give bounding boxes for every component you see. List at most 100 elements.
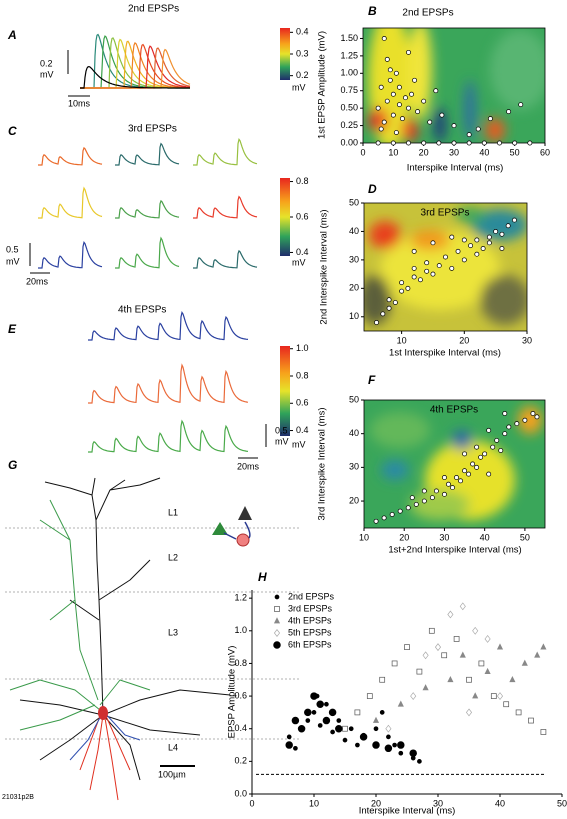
y-axis-label: 3rd Interspike Interval (ms) [317, 408, 328, 521]
point [311, 710, 317, 715]
point [486, 471, 492, 477]
point [372, 741, 380, 749]
y-tick-label: 40 [349, 226, 359, 236]
point [436, 140, 442, 146]
heatmap [364, 400, 545, 528]
y-tick-label: 30 [349, 462, 359, 472]
y-tick-label: 20 [349, 495, 359, 505]
neuron [9, 477, 231, 801]
cell-id: 21031p2B [2, 794, 34, 801]
x-tick-label: 10 [359, 532, 369, 542]
colorbar-tick-label: 0.4 [296, 247, 309, 257]
colorbar [280, 28, 290, 80]
trace [193, 249, 258, 269]
x-tick-label: 20 [419, 147, 429, 157]
trace [80, 37, 190, 89]
point [366, 693, 373, 699]
point [422, 651, 429, 660]
point [428, 627, 435, 634]
x-tick-label: 0 [360, 147, 365, 157]
scale-unit: mV [6, 256, 20, 266]
point [375, 140, 381, 146]
x-tick-label: 40 [480, 532, 490, 542]
trace [115, 142, 180, 166]
panel-title: 4th EPSPs [118, 305, 166, 316]
panel-label: H [258, 570, 267, 584]
point [393, 130, 399, 135]
point [496, 643, 504, 650]
point [441, 652, 448, 659]
point [447, 610, 454, 619]
point [389, 512, 395, 517]
point [482, 451, 488, 457]
panel-title: 3rd EPSPs [128, 124, 177, 135]
point [514, 421, 520, 427]
point [410, 692, 417, 701]
point [499, 231, 505, 237]
y-tick-label: 0.2 [234, 756, 247, 766]
point [293, 745, 298, 751]
point [486, 427, 492, 433]
point [505, 223, 511, 229]
point [528, 717, 534, 724]
point [381, 119, 387, 125]
point [391, 660, 398, 667]
x-axis-label: Interspike Interval (ms) [359, 806, 456, 817]
point [355, 742, 360, 748]
trace [193, 138, 258, 166]
point [335, 724, 343, 733]
point [399, 116, 405, 122]
trace [193, 195, 258, 219]
point [406, 140, 411, 146]
point [378, 84, 384, 90]
point [409, 749, 417, 757]
scale-unit: mV [275, 436, 289, 446]
point [490, 444, 496, 450]
chart-title: 3rd EPSPs [421, 208, 470, 219]
x-axis-label: 1st+2nd Interspike Interval (ms) [388, 545, 521, 556]
point [399, 288, 405, 294]
point [540, 729, 547, 735]
colorbar-unit: mV [292, 439, 306, 449]
point [387, 77, 393, 83]
y-tick-label: 0.25 [340, 120, 358, 130]
y-tick-label: 1.0 [234, 625, 247, 635]
panel-label: A [7, 28, 17, 42]
point [486, 240, 492, 246]
y-tick-label: 10 [349, 311, 359, 321]
point [502, 411, 508, 416]
trace [38, 146, 103, 166]
x-axis-label: Interspike Interval (ms) [407, 163, 504, 174]
panel-label: C [8, 124, 17, 138]
point [451, 123, 457, 129]
point [470, 461, 476, 467]
point [379, 676, 386, 683]
point [390, 140, 396, 146]
panel-label: F [368, 373, 376, 387]
point [439, 112, 445, 118]
point [534, 651, 541, 658]
point [494, 437, 500, 443]
point [512, 140, 518, 146]
point [384, 56, 390, 62]
trace [115, 236, 180, 269]
point [447, 675, 454, 683]
point [497, 140, 502, 146]
point [478, 454, 484, 460]
point [399, 280, 405, 286]
point [310, 692, 318, 700]
point [397, 508, 403, 514]
schematic-icon [212, 506, 252, 547]
y-tick-label: 1.00 [340, 68, 358, 78]
point [322, 716, 331, 725]
point [465, 708, 473, 717]
x-tick-label: 50 [520, 532, 530, 542]
point [472, 692, 479, 699]
point [443, 254, 448, 260]
scale-label: 0.2 [40, 58, 53, 68]
x-tick-label: 30 [522, 335, 532, 345]
y-tick-label: 0.0 [234, 788, 247, 798]
point [449, 234, 455, 240]
point [393, 70, 399, 76]
point [530, 411, 536, 416]
